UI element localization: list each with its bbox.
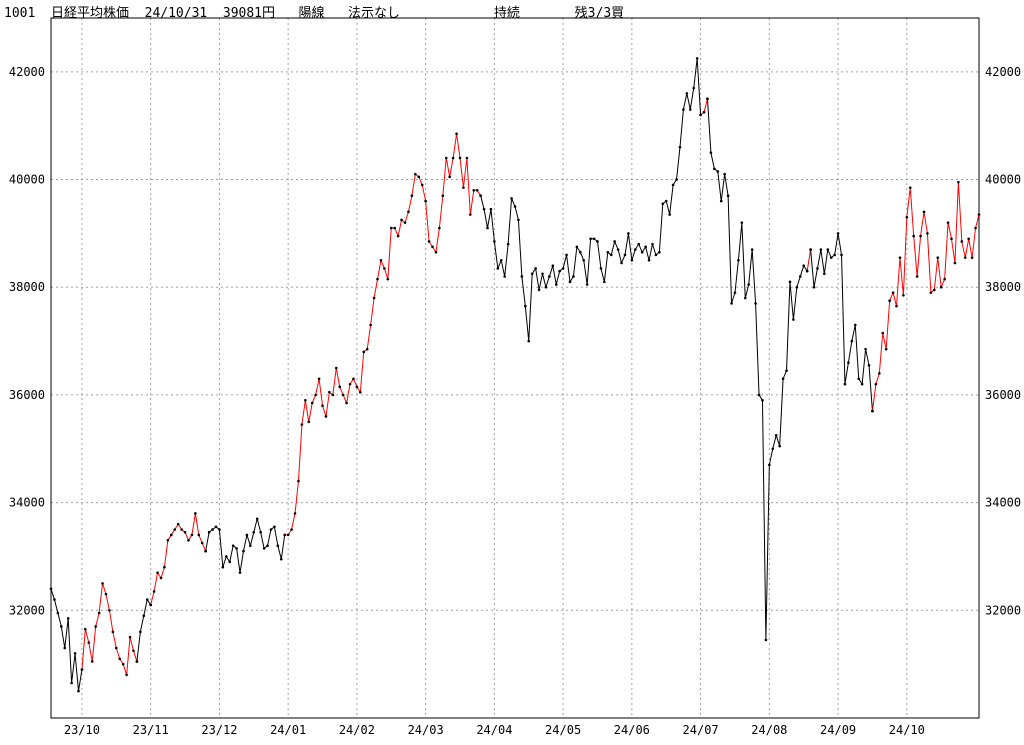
svg-text:24/02: 24/02 <box>339 723 375 737</box>
svg-text:36000: 36000 <box>9 388 45 402</box>
svg-text:38000: 38000 <box>9 280 45 294</box>
svg-text:23/11: 23/11 <box>133 723 169 737</box>
svg-text:42000: 42000 <box>9 65 45 79</box>
svg-text:23/10: 23/10 <box>64 723 100 737</box>
svg-text:24/04: 24/04 <box>476 723 512 737</box>
svg-text:23/12: 23/12 <box>201 723 237 737</box>
svg-text:34000: 34000 <box>985 496 1021 510</box>
svg-text:38000: 38000 <box>985 280 1021 294</box>
svg-text:34000: 34000 <box>9 496 45 510</box>
stock-chart: 1001 日経平均株価 24/10/31 39081円 陽線 法示なし 持続 残… <box>0 0 1024 745</box>
svg-text:40000: 40000 <box>9 173 45 187</box>
svg-text:24/01: 24/01 <box>270 723 306 737</box>
svg-text:24/06: 24/06 <box>614 723 650 737</box>
svg-text:32000: 32000 <box>985 603 1021 617</box>
svg-text:24/09: 24/09 <box>820 723 856 737</box>
svg-text:24/10: 24/10 <box>889 723 925 737</box>
svg-text:36000: 36000 <box>985 388 1021 402</box>
svg-text:32000: 32000 <box>9 603 45 617</box>
svg-text:24/07: 24/07 <box>683 723 719 737</box>
chart-svg: 32000 32000 34000 34000 36000 36000 38000 38000… <box>0 0 1024 745</box>
svg-text:24/03: 24/03 <box>408 723 444 737</box>
svg-text:24/08: 24/08 <box>751 723 787 737</box>
svg-text:24/05: 24/05 <box>545 723 581 737</box>
svg-text:42000: 42000 <box>985 65 1021 79</box>
chart-title: 1001 日経平均株価 24/10/31 39081円 陽線 法示なし 持続 残… <box>4 2 624 21</box>
svg-text:40000: 40000 <box>985 173 1021 187</box>
